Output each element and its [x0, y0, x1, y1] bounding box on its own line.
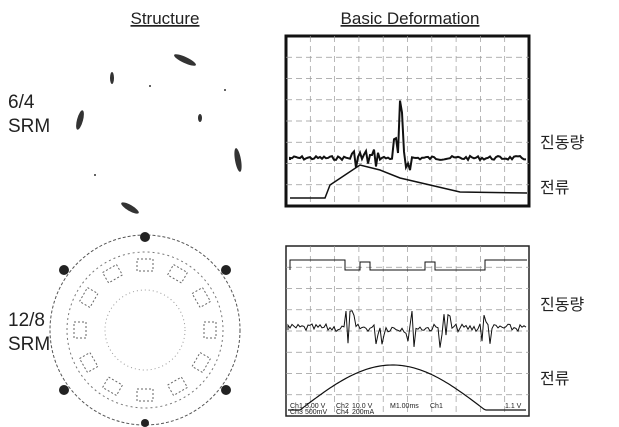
row-label: 6/4 — [8, 92, 35, 113]
readout: 200mA — [352, 409, 375, 416]
row-label: 12/8 — [8, 310, 45, 331]
readout: 5.00 V — [305, 403, 326, 410]
stator-tooth — [203, 321, 217, 339]
stator-tooth — [191, 286, 212, 309]
structure-12-8 — [49, 232, 241, 427]
stator-tooth — [166, 263, 189, 284]
vibration-label: 진동량 — [540, 295, 584, 314]
structure-6-4 — [76, 54, 242, 214]
readout: 10.0 V — [352, 403, 373, 410]
structure-header: Structure — [131, 9, 200, 28]
current-trace — [290, 164, 528, 199]
row-label: SRM — [8, 116, 50, 137]
stator-tooth — [73, 321, 87, 339]
pulse-trace — [289, 259, 527, 271]
stator-tooth — [101, 376, 124, 397]
readout: Ch2 — [336, 403, 349, 410]
readout: Ch3 — [290, 409, 303, 416]
readout: Ch1 — [290, 403, 303, 410]
readout: M1.00ms — [390, 403, 419, 410]
stator-tooth — [136, 258, 154, 272]
readout: 500mV — [305, 409, 328, 416]
row-label: SRM — [8, 334, 50, 355]
stator-tooth — [101, 263, 124, 284]
current-trace — [288, 364, 526, 411]
readout: 1.1 V — [505, 403, 522, 410]
stator-tooth — [136, 388, 154, 402]
scope-grid — [286, 36, 529, 206]
stator-tooth — [166, 376, 189, 397]
vibration-label: 진동량 — [540, 133, 584, 152]
readout: Ch1 — [430, 403, 443, 410]
stator-tooth — [78, 351, 99, 374]
vibration-trace — [289, 100, 527, 171]
current-label: 전류 — [540, 369, 569, 388]
deformation-header: Basic Deformation — [341, 9, 480, 28]
current-label: 전류 — [540, 178, 569, 197]
stator-tooth — [78, 286, 99, 309]
readout: Ch4 — [336, 409, 349, 416]
vibration-trace — [287, 310, 527, 348]
stator-tooth — [191, 351, 212, 374]
